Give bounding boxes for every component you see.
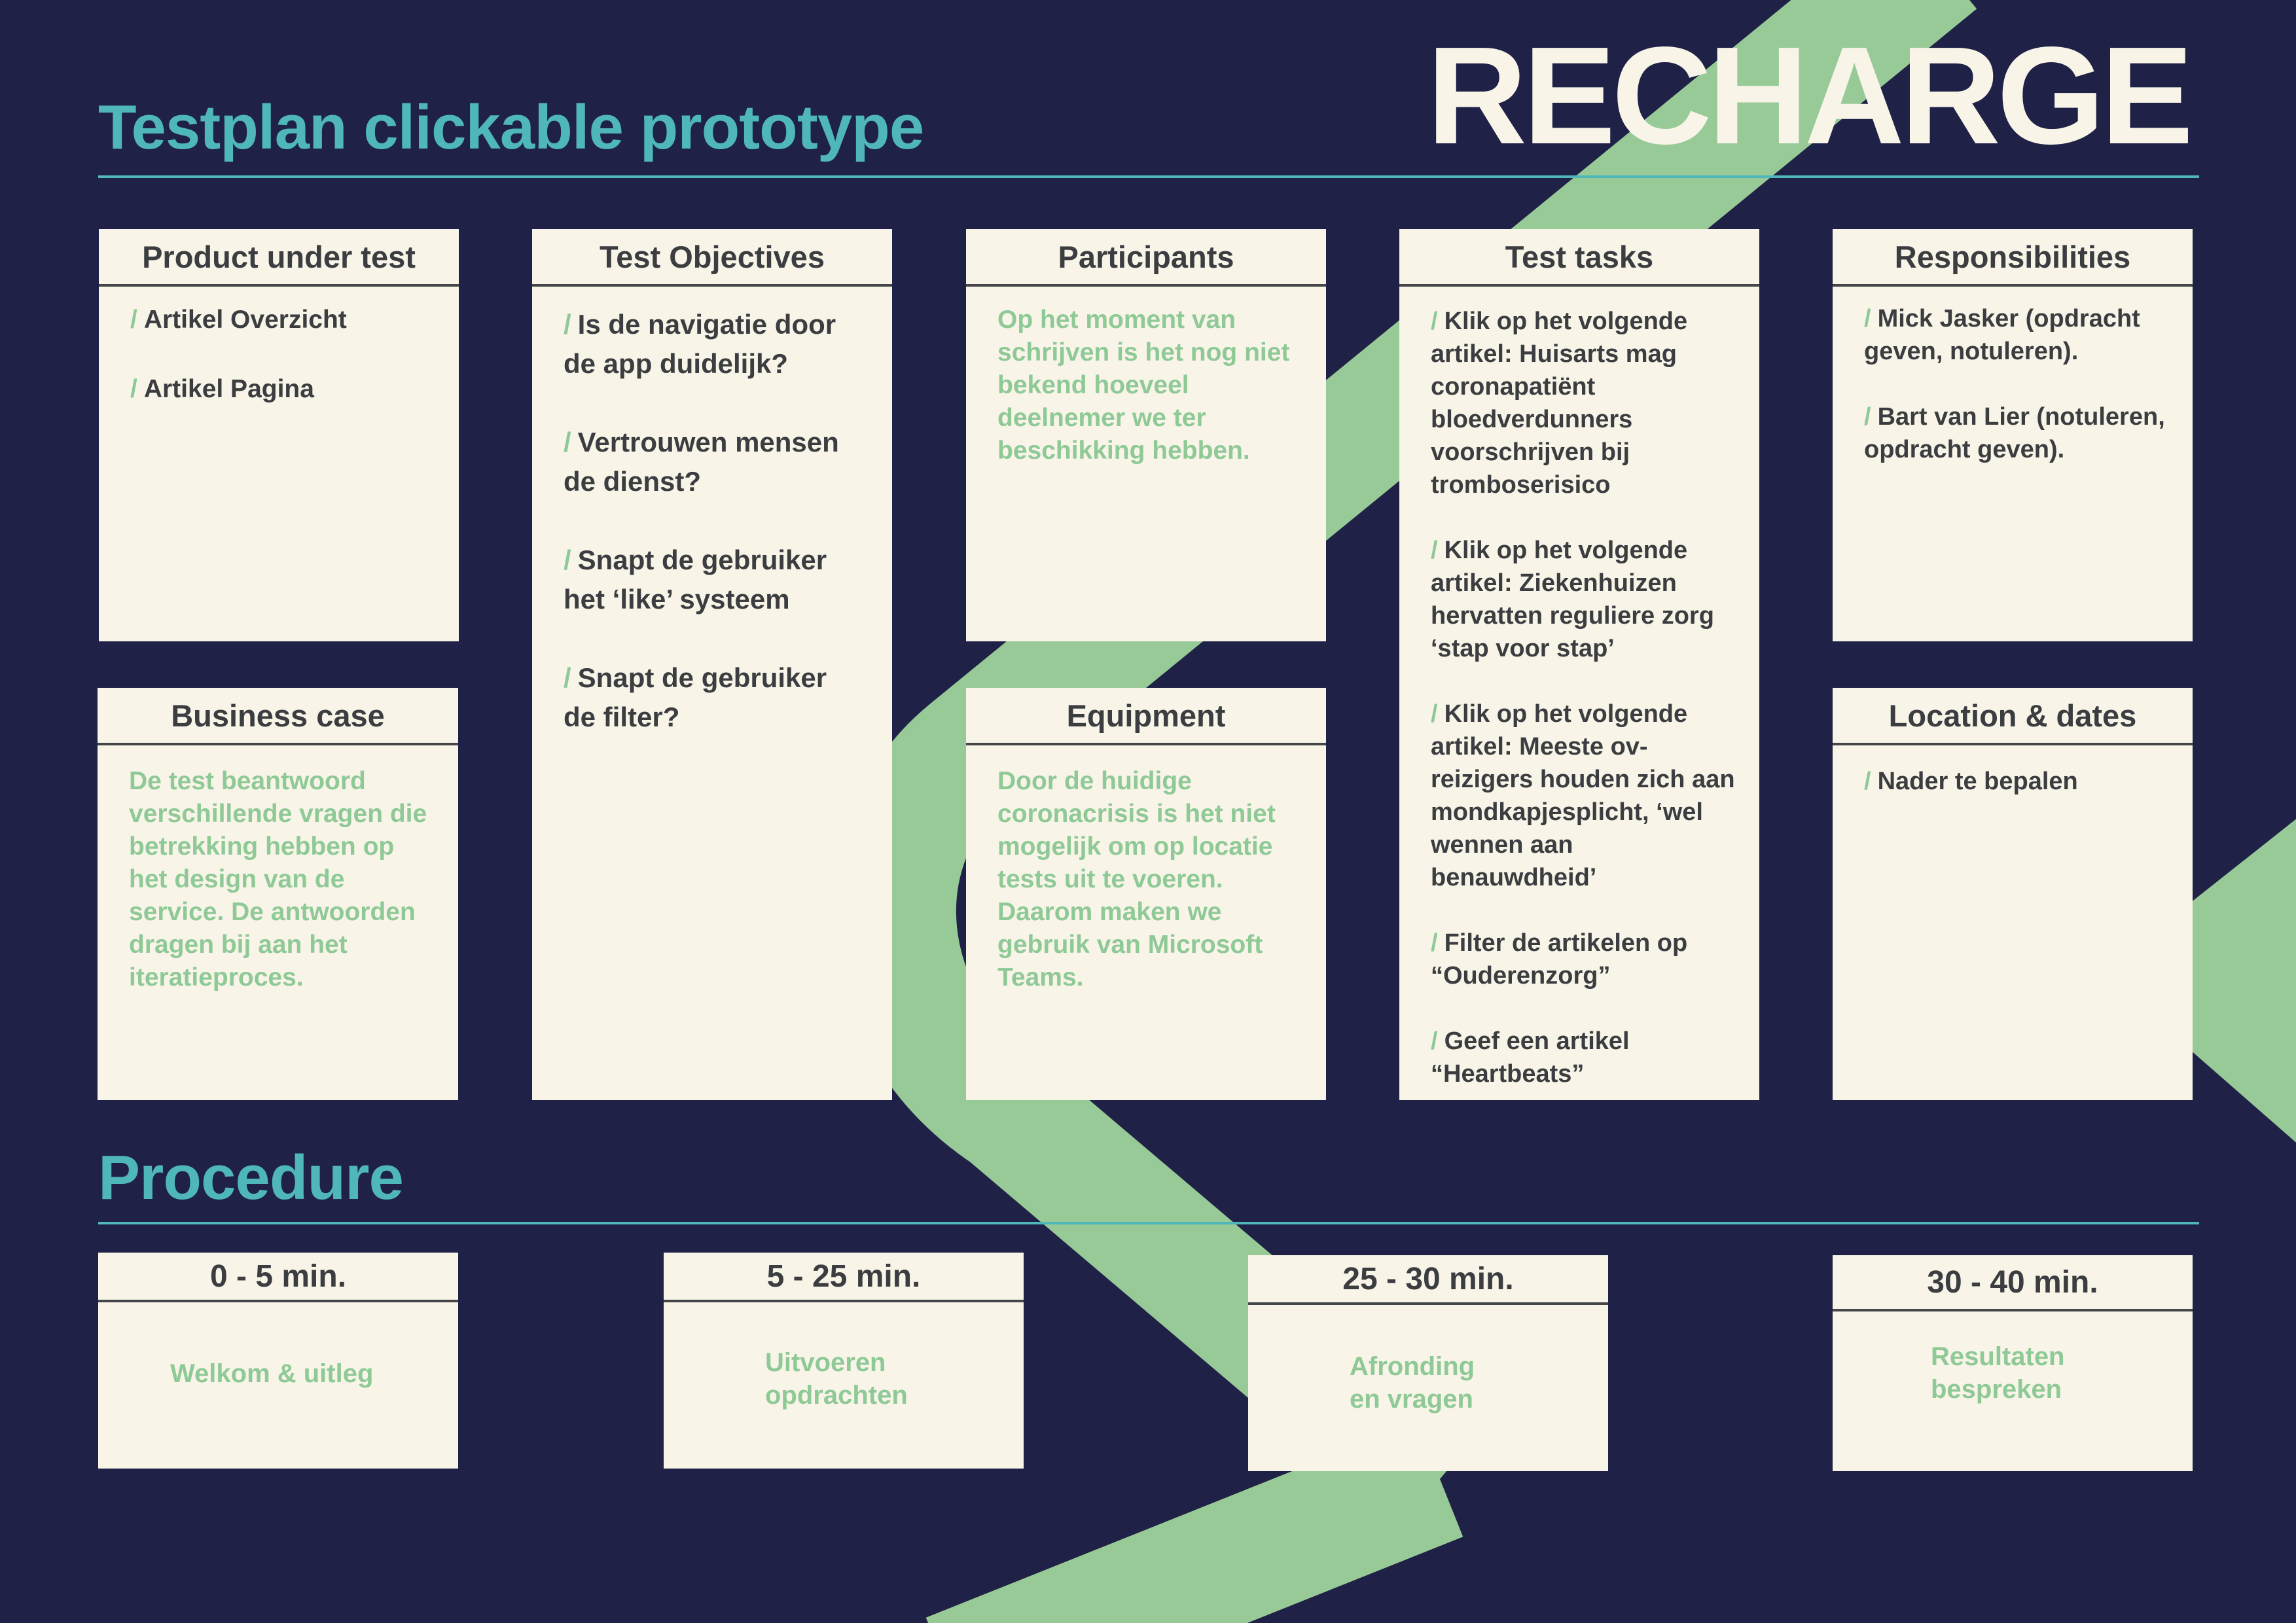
slash-bullet: / bbox=[130, 306, 137, 334]
slash-bullet: / bbox=[1864, 768, 1871, 795]
slash-bullet: / bbox=[1431, 537, 1438, 564]
card-product-under-test: Product under test / Artikel Overzicht / A… bbox=[99, 229, 459, 641]
step-time: 25 - 30 min. bbox=[1248, 1255, 1608, 1305]
card-body: / Klik op het volgende artikel: Huisarts … bbox=[1399, 287, 1759, 1090]
slash-bullet: / bbox=[564, 309, 571, 340]
procedure-step-3: 25 - 30 min. Afronding en vragen bbox=[1248, 1255, 1608, 1471]
step-time: 5 - 25 min. bbox=[664, 1253, 1024, 1302]
card-body: / Nader te bepalen bbox=[1833, 745, 2193, 798]
card-participants: Participants Op het moment van schrijven… bbox=[966, 229, 1326, 641]
card-body: Op het moment van schrijven is het nog n… bbox=[966, 287, 1326, 467]
step-time: 0 - 5 min. bbox=[98, 1253, 458, 1302]
procedure-title: Procedure bbox=[98, 1143, 404, 1213]
card-heading: Test tasks bbox=[1399, 229, 1759, 287]
card-location-dates: Location & dates / Nader te bepalen bbox=[1833, 688, 2193, 1100]
card-business-case: Business case De test beantwoord verschi… bbox=[98, 688, 458, 1100]
list-item: / Artikel Overzicht bbox=[130, 306, 347, 334]
card-heading: Location & dates bbox=[1833, 688, 2193, 745]
card-test-objectives: Test Objectives / Is de navigatie door de… bbox=[532, 229, 892, 1100]
step-text: Afronding en vragen bbox=[1350, 1352, 1475, 1414]
list-item: / Snapt de gebruiker de filter? bbox=[564, 662, 827, 732]
procedure-divider bbox=[98, 1222, 2199, 1224]
list-item: / Klik op het volgende artikel: Huisarts … bbox=[1431, 308, 1688, 499]
card-body: / Is de navigatie door de app duidelijk? … bbox=[532, 287, 892, 737]
card-body: / Mick Jasker (opdracht geven, notuleren)… bbox=[1833, 287, 2193, 466]
card-body: / Artikel Overzicht / Artikel Pagina bbox=[99, 287, 459, 406]
list-item: / Klik op het volgende artikel: Meeste ov… bbox=[1431, 700, 1735, 891]
card-text: De test beantwoord verschillende vragen … bbox=[129, 767, 427, 991]
card-heading: Participants bbox=[966, 229, 1326, 287]
step-text: Uitvoeren opdrachten bbox=[765, 1348, 908, 1410]
slash-bullet: / bbox=[1431, 308, 1438, 335]
card-test-tasks: Test tasks / Klik op het volgende artikel… bbox=[1399, 229, 1759, 1100]
page-title: Testplan clickable prototype bbox=[98, 92, 924, 162]
procedure-step-1: 0 - 5 min. Welkom & uitleg bbox=[98, 1253, 458, 1469]
card-heading: Business case bbox=[98, 688, 458, 745]
card-body: De test beantwoord verschillende vragen … bbox=[98, 745, 458, 994]
list-item: / Bart van Lier (notuleren, opdracht geve… bbox=[1864, 403, 2165, 463]
card-heading: Test Objectives bbox=[532, 229, 892, 287]
list-item: / Artikel Pagina bbox=[130, 375, 314, 403]
card-heading: Responsibilities bbox=[1833, 229, 2193, 287]
slash-bullet: / bbox=[1431, 1027, 1438, 1055]
step-text: Resultaten bespreken bbox=[1931, 1342, 2065, 1404]
procedure-step-2: 5 - 25 min. Uitvoeren opdrachten bbox=[664, 1253, 1024, 1469]
slash-bullet: / bbox=[130, 375, 137, 403]
slash-bullet: / bbox=[1431, 929, 1438, 957]
slash-bullet: / bbox=[564, 662, 571, 693]
card-heading: Product under test bbox=[99, 229, 459, 287]
ribbon-upper bbox=[832, 0, 1977, 1527]
step-text: Welkom & uitleg bbox=[170, 1359, 374, 1388]
card-text: Op het moment van schrijven is het nog n… bbox=[997, 306, 1290, 465]
list-item: / Snapt de gebruiker het ‘like’ systeem bbox=[564, 544, 827, 615]
title-divider bbox=[98, 175, 2199, 178]
list-item: / Nader te bepalen bbox=[1864, 768, 2078, 795]
brand-logo: RECHARGE bbox=[1427, 18, 2193, 173]
card-body: Door de huidige coronacrisis is het niet… bbox=[966, 745, 1326, 994]
slash-bullet: / bbox=[564, 544, 571, 575]
list-item: / Filter de artikelen op “Ouderenzorg” bbox=[1431, 929, 1688, 990]
slash-bullet: / bbox=[564, 427, 571, 457]
slash-bullet: / bbox=[1864, 305, 1871, 332]
procedure-step-4: 30 - 40 min. Resultaten bespreken bbox=[1833, 1255, 2193, 1471]
ribbon-right bbox=[2102, 819, 2296, 1143]
list-item: / Klik op het volgende artikel: Ziekenhui… bbox=[1431, 537, 1714, 662]
card-heading: Equipment bbox=[966, 688, 1326, 745]
card-text: Door de huidige coronacrisis is het niet… bbox=[997, 767, 1276, 991]
list-item: / Is de navigatie door de app duidelijk? bbox=[564, 309, 836, 379]
list-item: / Geef een artikel “Heartbeats” bbox=[1431, 1027, 1630, 1088]
step-time: 30 - 40 min. bbox=[1833, 1255, 2193, 1311]
ribbon-lower bbox=[925, 1421, 1463, 1623]
card-equipment: Equipment Door de huidige coronacrisis i… bbox=[966, 688, 1326, 1100]
card-responsibilities: Responsibilities / Mick Jasker (opdracht … bbox=[1833, 229, 2193, 641]
slash-bullet: / bbox=[1864, 403, 1871, 431]
slash-bullet: / bbox=[1431, 700, 1438, 728]
list-item: / Mick Jasker (opdracht geven, notuleren)… bbox=[1864, 305, 2140, 365]
list-item: / Vertrouwen mensen de dienst? bbox=[564, 427, 839, 497]
